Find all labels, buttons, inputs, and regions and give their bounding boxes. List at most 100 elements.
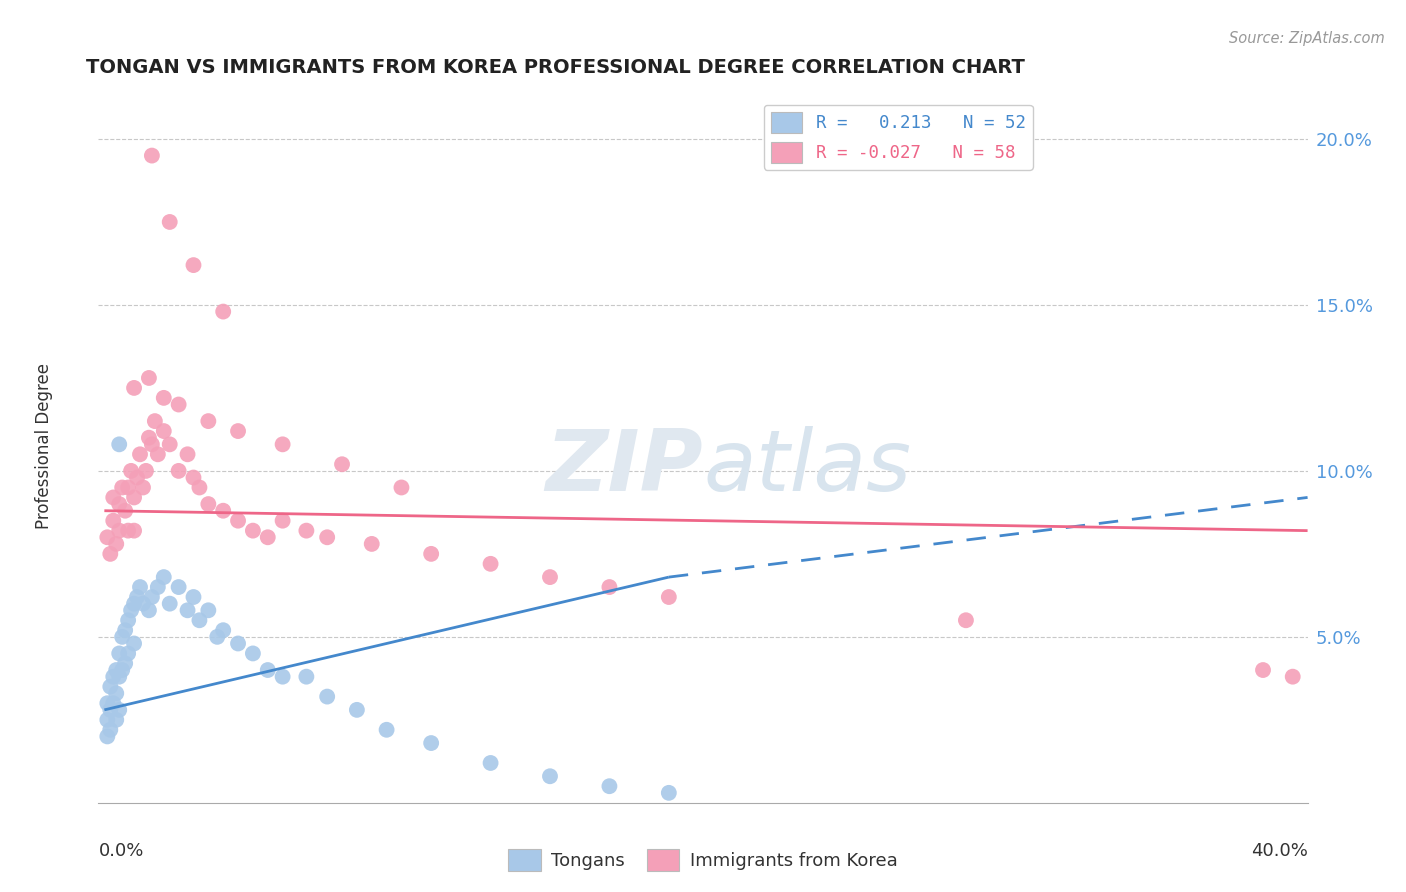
Point bbox=[212, 624, 235, 638]
Point bbox=[271, 437, 294, 451]
Point bbox=[538, 570, 561, 584]
Point bbox=[108, 437, 131, 451]
Point bbox=[360, 537, 382, 551]
Point bbox=[159, 437, 181, 451]
Point bbox=[108, 670, 131, 684]
Point bbox=[955, 613, 977, 627]
Point bbox=[108, 703, 131, 717]
Point bbox=[1251, 663, 1274, 677]
Point bbox=[122, 491, 145, 505]
Point bbox=[271, 670, 294, 684]
Point bbox=[242, 647, 264, 661]
Point bbox=[122, 636, 145, 650]
Point bbox=[159, 215, 181, 229]
Point bbox=[96, 696, 118, 710]
Legend: R =   0.213   N = 52, R = -0.027   N = 58: R = 0.213 N = 52, R = -0.027 N = 58 bbox=[763, 105, 1033, 170]
Point bbox=[271, 514, 294, 528]
Point bbox=[226, 424, 249, 438]
Point bbox=[188, 613, 211, 627]
Point bbox=[117, 613, 139, 627]
Point bbox=[122, 381, 145, 395]
Point bbox=[105, 663, 128, 677]
Point bbox=[125, 590, 148, 604]
Point bbox=[146, 580, 169, 594]
Point bbox=[152, 424, 174, 438]
Point bbox=[111, 630, 134, 644]
Point bbox=[117, 524, 139, 538]
Text: Professional Degree: Professional Degree bbox=[35, 363, 53, 529]
Point bbox=[420, 736, 443, 750]
Point bbox=[108, 524, 131, 538]
Point bbox=[114, 504, 136, 518]
Text: TONGAN VS IMMIGRANTS FROM KOREA PROFESSIONAL DEGREE CORRELATION CHART: TONGAN VS IMMIGRANTS FROM KOREA PROFESSI… bbox=[86, 57, 1025, 77]
Point bbox=[197, 414, 219, 428]
Point bbox=[598, 580, 620, 594]
Point bbox=[114, 624, 136, 638]
Point bbox=[256, 663, 278, 677]
Point bbox=[658, 590, 681, 604]
Point bbox=[479, 756, 502, 770]
Point bbox=[330, 457, 353, 471]
Point bbox=[183, 590, 205, 604]
Point bbox=[183, 258, 205, 272]
Point bbox=[98, 680, 121, 694]
Point bbox=[141, 148, 163, 162]
Point bbox=[129, 580, 152, 594]
Point bbox=[242, 524, 264, 538]
Point bbox=[108, 497, 131, 511]
Point bbox=[98, 703, 121, 717]
Point bbox=[143, 414, 166, 428]
Point bbox=[197, 497, 219, 511]
Text: 40.0%: 40.0% bbox=[1251, 842, 1308, 860]
Point bbox=[96, 730, 118, 744]
Point bbox=[316, 530, 339, 544]
Point bbox=[152, 570, 174, 584]
Point bbox=[176, 447, 198, 461]
Point bbox=[391, 481, 413, 495]
Point bbox=[98, 547, 121, 561]
Point bbox=[212, 304, 235, 318]
Point bbox=[138, 431, 160, 445]
Point bbox=[598, 779, 620, 793]
Point bbox=[138, 603, 160, 617]
Point bbox=[108, 647, 131, 661]
Point bbox=[105, 537, 128, 551]
Point bbox=[207, 630, 229, 644]
Point bbox=[114, 657, 136, 671]
Point bbox=[96, 530, 118, 544]
Point bbox=[159, 597, 181, 611]
Text: ZIP: ZIP bbox=[546, 425, 703, 509]
Point bbox=[129, 447, 152, 461]
Point bbox=[1281, 670, 1303, 684]
Point bbox=[135, 464, 157, 478]
Point bbox=[132, 597, 155, 611]
Point bbox=[420, 547, 443, 561]
Point bbox=[226, 514, 249, 528]
Point bbox=[256, 530, 278, 544]
Point bbox=[96, 713, 118, 727]
Legend: Tongans, Immigrants from Korea: Tongans, Immigrants from Korea bbox=[501, 842, 905, 879]
Point bbox=[138, 371, 160, 385]
Point bbox=[122, 524, 145, 538]
Point bbox=[120, 603, 142, 617]
Point bbox=[167, 464, 190, 478]
Point bbox=[105, 713, 128, 727]
Point bbox=[176, 603, 198, 617]
Point bbox=[212, 504, 235, 518]
Point bbox=[146, 447, 169, 461]
Text: Source: ZipAtlas.com: Source: ZipAtlas.com bbox=[1229, 31, 1385, 46]
Point bbox=[117, 647, 139, 661]
Point bbox=[152, 391, 174, 405]
Point bbox=[117, 481, 139, 495]
Point bbox=[103, 491, 125, 505]
Point bbox=[197, 603, 219, 617]
Point bbox=[375, 723, 398, 737]
Point bbox=[167, 397, 190, 411]
Point bbox=[105, 686, 128, 700]
Point bbox=[316, 690, 339, 704]
Point bbox=[111, 481, 134, 495]
Point bbox=[141, 590, 163, 604]
Text: atlas: atlas bbox=[703, 425, 911, 509]
Point bbox=[98, 723, 121, 737]
Point bbox=[120, 464, 142, 478]
